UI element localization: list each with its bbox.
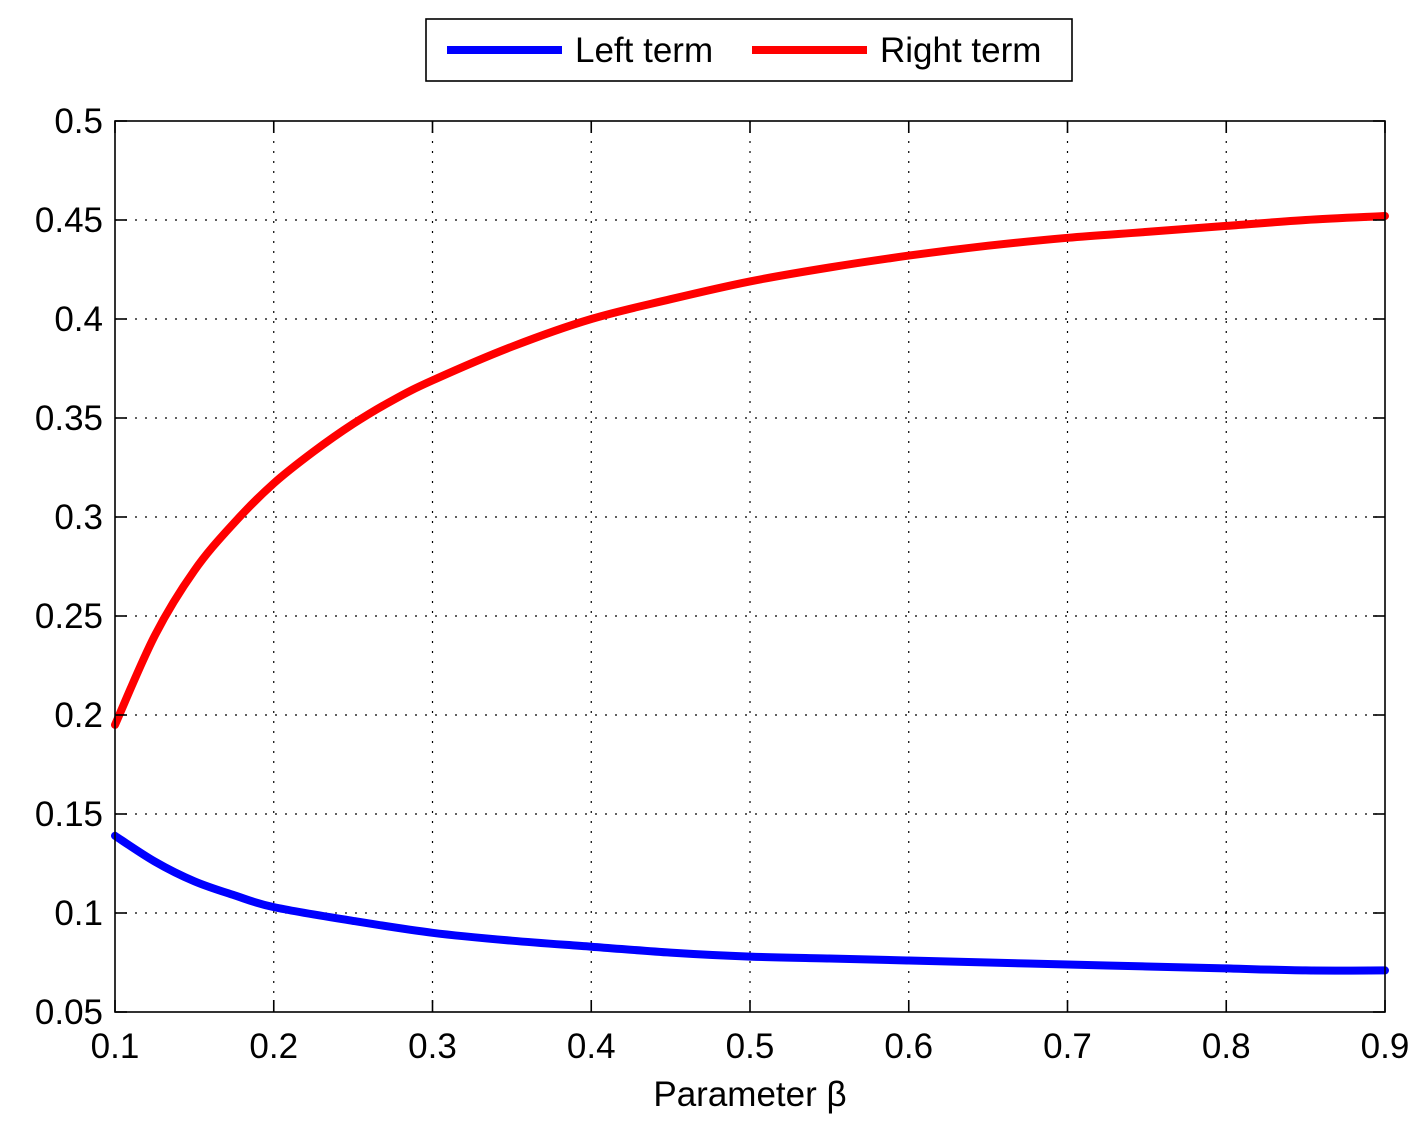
x-tick-label: 0.8 [1202,1027,1251,1066]
x-tick-label: 0.7 [1043,1027,1092,1066]
tick-labels: 0.1 0.2 0.3 0.4 0.5 0.6 0.7 0.8 0.90.050.10.150.… [35,102,1409,1066]
x-axis-label: Parameter β [653,1075,846,1114]
x-tick-label: 0.5 [726,1027,775,1066]
y-tick-label: 0.5 [54,102,103,141]
y-tick-label: 0.05 [35,993,103,1032]
y-tick-label: 0.3 [54,498,103,537]
y-tick-label: 0.45 [35,201,103,240]
x-tick-label: 0.2 [249,1027,298,1066]
y-tick-label: 0.1 [54,894,103,933]
y-tick-label: 0.15 [35,795,103,834]
grid [115,121,1385,1012]
plot-area-frame [114,120,1386,1013]
legend: Left term Right term [425,18,1073,82]
legend-label-1: Right term [880,31,1041,70]
y-tick-label: 0.4 [54,300,103,339]
ticks [114,120,1386,1013]
series-line-0 [111,831,1389,975]
y-tick-label: 0.25 [35,597,103,636]
series-layer [111,212,1389,975]
x-tick-label: 0.1 [91,1027,140,1066]
x-tick-label: 0.6 [884,1027,933,1066]
legend-label-0: Left term [575,31,713,70]
y-tick-label: 0.35 [35,399,103,438]
x-tick-label: 0.4 [567,1027,616,1066]
y-tick-label: 0.2 [54,696,103,735]
x-tick-label: 0.9 [1361,1027,1410,1066]
series-line-1 [111,212,1389,729]
x-tick-label: 0.3 [408,1027,457,1066]
